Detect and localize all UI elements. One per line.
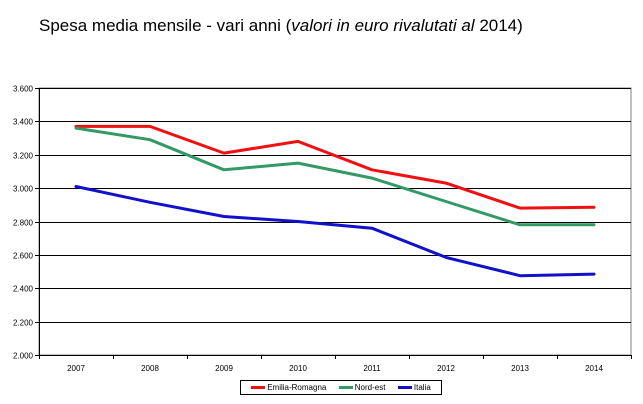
plot-area	[38, 87, 632, 356]
series-line	[74, 124, 596, 210]
legend-item: Italia	[397, 383, 431, 392]
y-tick-label: 2.600	[13, 252, 34, 261]
chart-legend: Emilia-Romagna Nord-est Italia	[240, 380, 442, 395]
y-tick-label: 3.400	[13, 118, 34, 127]
chart-title: Spesa media mensile - vari anni (valori …	[39, 16, 523, 36]
chart-title-prefix: Spesa media mensile - vari anni (	[39, 16, 292, 35]
x-tick-label: 2012	[437, 364, 455, 373]
y-tick-label: 2.200	[13, 319, 34, 328]
y-tick-label: 2.000	[13, 352, 34, 361]
y-tick-label: 2.400	[13, 285, 34, 294]
x-tick-label: 2013	[511, 364, 529, 373]
legend-label: Emilia-Romagna	[267, 383, 327, 392]
x-tick-label: 2007	[67, 364, 85, 373]
x-tick-label: 2009	[215, 364, 233, 373]
legend-item: Emilia-Romagna	[251, 383, 326, 392]
y-tick-label: 3.200	[13, 152, 34, 161]
legend-swatch	[251, 386, 266, 389]
x-tick-label: 2011	[363, 364, 381, 373]
x-tick-label: 2014	[585, 364, 603, 373]
legend-swatch	[338, 386, 353, 389]
chart-title-suffix: 2014)	[474, 16, 523, 35]
legend-label: Italia	[413, 383, 431, 392]
series-line	[74, 185, 596, 278]
x-tick-label: 2010	[289, 364, 307, 373]
y-tick-label: 3.600	[13, 85, 34, 94]
x-tick-label: 2008	[141, 364, 159, 373]
y-tick-label: 3.000	[13, 185, 34, 194]
legend-item: Nord-est	[338, 383, 386, 392]
y-tick-label: 2.800	[13, 219, 34, 228]
series-line	[74, 126, 596, 227]
legend-swatch	[397, 386, 412, 389]
chart-title-italic: valori in euro rivalutati al	[291, 16, 475, 35]
legend-label: Nord-est	[354, 383, 386, 392]
